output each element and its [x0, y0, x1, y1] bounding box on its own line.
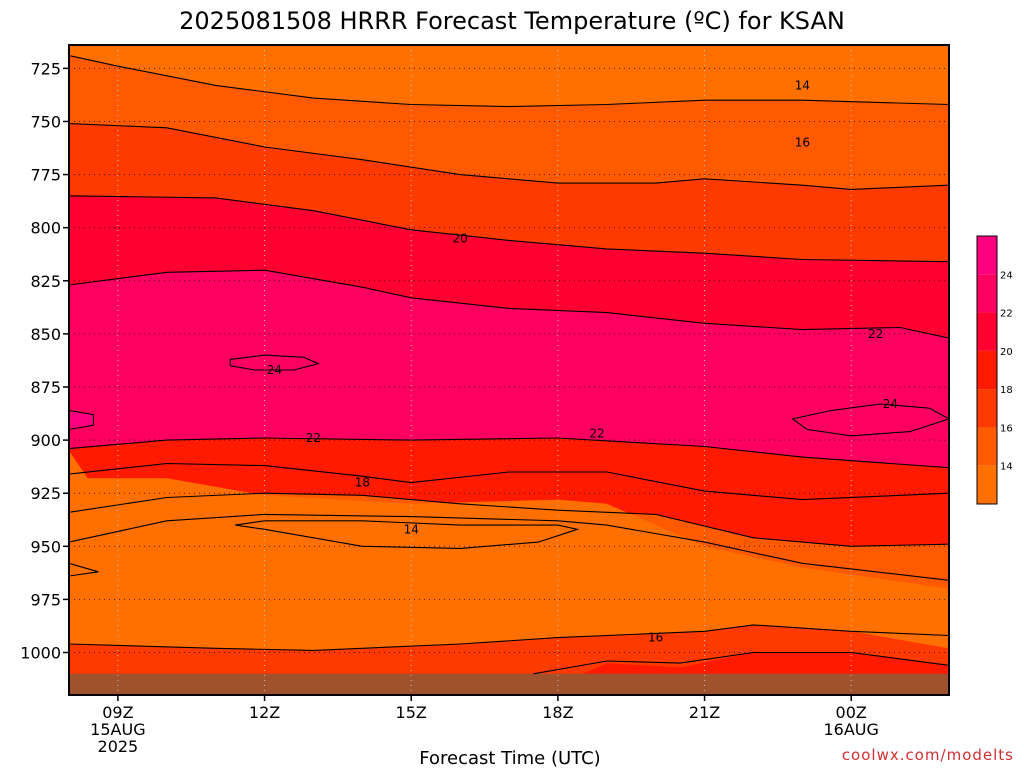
temperature-band-0 — [69, 45, 949, 107]
contour-line-2 — [69, 195, 949, 263]
y-tick-label-925: 925 — [30, 484, 61, 503]
colorbar-segment-6 — [977, 236, 997, 275]
contour-line-1 — [69, 123, 949, 190]
colorbar-segment-4 — [977, 312, 997, 351]
closed-contour-2 — [235, 520, 580, 549]
colorbar-segment-3 — [977, 350, 997, 390]
colorbar-label-18: 18 — [1000, 385, 1013, 396]
closed-contour-0 — [229, 354, 320, 371]
contour-line-0 — [69, 55, 949, 108]
contour-line-3 — [69, 269, 949, 339]
y-tick-label-800: 800 — [30, 219, 61, 238]
edge-contour-24 — [69, 409, 94, 431]
y-tick-label-900: 900 — [30, 431, 61, 450]
y-tick-label-1000: 1000 — [20, 644, 61, 663]
colorbar-segment-2 — [977, 389, 997, 428]
contour-line-11 — [533, 651, 949, 675]
contour-line-10 — [69, 624, 949, 651]
contour-label-16: 16 — [795, 136, 810, 150]
x-tick-label-9-0: 18Z — [542, 703, 573, 722]
closed-contour-1 — [791, 403, 949, 437]
contour-label-24: 24 — [883, 397, 898, 411]
contour-line-9 — [69, 513, 949, 581]
surface-ground — [69, 673, 949, 695]
contour-line-5 — [69, 437, 949, 469]
contour-label-20: 20 — [452, 231, 467, 245]
colorbar: 14 16 18 20 22 24 — [976, 235, 1013, 505]
edge-contour-16 — [69, 562, 99, 577]
x-tick-label-0-2: 2025 — [98, 737, 139, 756]
x-tick-label-3-0: 12Z — [249, 703, 280, 722]
x-tick-label-6-0: 15Z — [396, 703, 427, 722]
temperature-band-1 — [69, 55, 949, 190]
colorbar-label-22: 22 — [1000, 309, 1013, 320]
contour-lines: 14 16 20 22 22 22 18 16 24 24 14 — [69, 55, 949, 675]
temperature-region-3 — [69, 410, 94, 430]
credit-text: coolwx.com/modelts — [842, 746, 1014, 764]
contour-label-22: 22 — [589, 427, 604, 441]
contour-label-24: 24 — [267, 363, 282, 377]
y-tick-label-825: 825 — [30, 272, 61, 291]
colorbar-label-20: 20 — [1000, 347, 1013, 358]
x-tick-label-0-1: 15AUG — [90, 720, 145, 739]
plot-area — [69, 45, 949, 695]
y-tick-label-850: 850 — [30, 325, 61, 344]
y-tick-label-750: 750 — [30, 112, 61, 131]
x-axis-label: Forecast Time (UTC) — [419, 748, 600, 768]
contour-line-7 — [69, 462, 949, 501]
x-tick-label-0-0: 09Z — [102, 703, 133, 722]
x-tick-label-12-0: 21Z — [689, 703, 720, 722]
chart-title: 2025081508 HRRR Forecast Temperature (ºC… — [179, 7, 845, 35]
contour-label-16: 16 — [648, 631, 663, 645]
plot-frame — [68, 44, 950, 696]
temperature-band-3 — [69, 195, 949, 339]
contour-line-8 — [69, 492, 949, 547]
colorbar-label-24: 24 — [1000, 270, 1013, 281]
x-tick-label-15-0: 00Z — [836, 703, 867, 722]
y-tick-label-875: 875 — [30, 378, 61, 397]
x-tick-label-15-1: 16AUG — [824, 720, 879, 739]
colorbar-segment-1 — [977, 427, 997, 466]
y-axis-ticks: 725 750 775 800 825 850 875 900 925 950 975 1000 — [20, 59, 69, 663]
temperature-band-2 — [69, 123, 949, 262]
contour-label-22: 22 — [306, 431, 321, 445]
y-tick-label-950: 950 — [30, 537, 61, 556]
colorbar-segment-5 — [977, 274, 997, 313]
contour-label-14: 14 — [795, 78, 810, 92]
colorbar-label-16: 16 — [1000, 423, 1013, 434]
contour-label-18: 18 — [355, 476, 370, 490]
temperature-band-4 — [69, 270, 949, 468]
temperature-band-5 — [69, 438, 949, 547]
colorbar-frame — [976, 235, 998, 505]
contour-label-22: 22 — [868, 327, 883, 341]
colorbar-label-14: 14 — [1000, 462, 1013, 473]
colorbar-segment-0 — [977, 465, 997, 504]
contour-label-14: 14 — [404, 522, 419, 536]
y-tick-label-725: 725 — [30, 59, 61, 78]
y-tick-label-975: 975 — [30, 590, 61, 609]
y-tick-label-775: 775 — [30, 166, 61, 185]
temperature-region-1 — [69, 450, 94, 515]
